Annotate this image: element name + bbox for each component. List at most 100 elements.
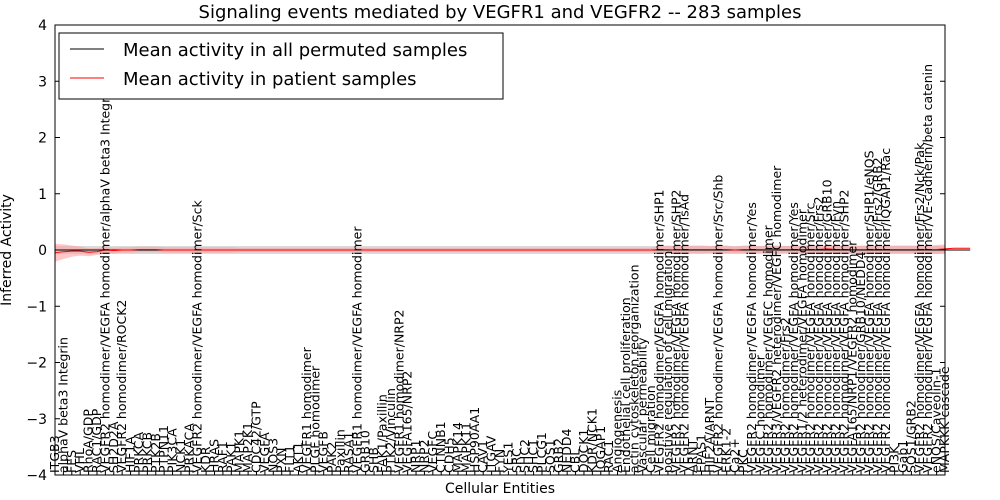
x-tick-label: DOCK1	[576, 429, 591, 473]
x-tick-label: VEGFR2 homodimer/GRB10/NEDD4	[853, 251, 868, 473]
y-tick-label: −2	[26, 356, 47, 372]
x-tick-label: PLCG1	[534, 432, 549, 473]
x-tick-label: SHB	[366, 447, 381, 473]
x-tick-label: VEGFR2 homodimer/VEGFA homodimer/SHP1/eN…	[861, 150, 876, 473]
x-tick-label: HIF2A/ARNT	[702, 397, 717, 473]
x-tick-label: PIK3CA	[165, 428, 180, 473]
x-tick-label: VEGFR1 homodimer/NRP2	[391, 310, 406, 473]
x-tick-label: VEGFR2 homodimer/VEGFA homodimer/Fyn	[828, 201, 843, 473]
x-tick-label: SOS1/GRB2	[903, 400, 918, 473]
x-tick-label: positive regulation of cell migration	[660, 251, 675, 473]
x-tick-label: GRB10	[358, 430, 373, 473]
x-tick-label: VHL	[72, 448, 87, 473]
y-tick-label: −3	[26, 412, 47, 428]
x-tick-label: NCK1	[173, 439, 188, 473]
x-tick-label: VEGFR2 homodimer/VEGFA homodimer/IQGAP1/…	[878, 148, 893, 473]
x-tick-label: PTPN11	[156, 425, 171, 473]
x-tick-label: PXN	[274, 448, 289, 473]
x-tick-label: CBL	[568, 449, 583, 473]
series-line-patient	[54, 247, 971, 254]
x-tick-label: MAP2K1	[240, 422, 255, 473]
x-tick-label: RAC1/GDP	[89, 408, 104, 473]
y-tick-label: −4	[26, 468, 47, 484]
x-tick-label: VEGFR2 homodimer/VEGFA homodimer/Frs2/GR…	[870, 157, 885, 473]
x-tick-label: Ca2+	[727, 438, 742, 473]
x-tick-label: ARNT	[685, 438, 700, 473]
x-tick-label: PTK2/Vinculin	[383, 388, 398, 473]
x-tick-label: CDC42/GTP	[249, 401, 264, 473]
x-tick-label: PRKCB	[139, 432, 154, 473]
x-tick-label: VEGFR1 homodimer	[299, 346, 314, 473]
x-tick-label: VEGFR2 homodimer/VEGFA homodimer/Sck	[190, 200, 205, 473]
x-tick-label: VEGFR2 homodimer/VEGFA homodimer/GRB10	[819, 179, 834, 473]
x-tick-label: VEGFR1/2 heterodimer/VEGFA homodimer	[794, 208, 809, 473]
x-tick-label: VEGFA165/NRP2	[400, 371, 415, 473]
x-tick-label: VEGFA165/NRP1/VEGFR2 homodimer	[845, 240, 860, 473]
y-tick-label: 0	[38, 243, 47, 259]
x-tick-label: SRC	[509, 448, 524, 473]
x-axis-label: Cellular Entities	[445, 481, 555, 497]
x-tick-label: PRKACA	[181, 423, 196, 473]
y-tick-label: 3	[38, 74, 47, 90]
y-tick-label: 1	[38, 187, 47, 203]
x-tick-label: NEDD4	[559, 429, 574, 473]
x-tick-label: Gab1	[895, 440, 910, 473]
x-tick-label: NRP2	[416, 439, 431, 473]
x-tick-label: VEGFR2 homodimer/VEGFC homodimer	[761, 224, 776, 473]
x-tick-label: NRP1	[408, 439, 423, 473]
x-tick-label: VEGFR2 homodimer/VEGFA homodimer/Yes	[786, 202, 801, 473]
x-tick-label: VEGFR2 homodimer/VEGFA homodimer/Src	[803, 203, 818, 473]
x-tick-label: ERK1-2	[719, 428, 734, 473]
plot-area	[54, 243, 971, 262]
x-tick-label: RhoA/GDP	[81, 409, 96, 473]
y-axis: 4 3 2 1 0 −1 −2 −3 −4	[26, 18, 945, 484]
x-tick-label: VEGFR2 homodimer/ROCK2	[114, 300, 129, 473]
x-tick-label: VEGFR2 homodimer/VEGFA homodimer/alphaV …	[97, 86, 112, 473]
x-tick-label: SHC2	[517, 439, 532, 473]
legend-label-patient: Mean activity in patient samples	[123, 69, 417, 90]
x-tick-label: VEGFC homodimer	[752, 354, 767, 473]
x-tick-label: PI3K	[887, 445, 902, 473]
x-tick-label: Cell migration	[643, 385, 658, 473]
x-tick-label: VEGFR2 homodimer/VEGFA homodimer/Frs2/Nc…	[912, 142, 927, 473]
x-tick-label: Endothelial cell proliferation	[618, 297, 633, 473]
x-tick-label: HSP90AA1	[467, 407, 482, 473]
x-tick-label: VEGFR2 homodimer/VEGFA homodimer/SHP2	[836, 189, 851, 473]
x-tick-label: PTK2B	[148, 433, 163, 473]
x-tick-label: VEGFR2 homodimer/VEGFA homodimer/Yes	[744, 202, 759, 473]
x-tick-label: SHC1	[526, 439, 541, 473]
legend-box	[58, 32, 504, 100]
x-tick-label: VEGFR1 homodimer/VEGFA homodimer	[349, 226, 364, 473]
chart-title: Signaling events mediated by VEGFR1 and …	[199, 2, 802, 23]
x-tick-label: VEGFR3/VEGFR2 heterodimer/VEGFC homodime…	[769, 165, 784, 473]
x-tick-label: VEGFR2 homodimer/VEGFA homodimer/SHP2	[668, 189, 683, 473]
y-tick-label: 2	[38, 131, 47, 147]
x-tick-label: PLGF homodimer	[307, 365, 322, 473]
x-tick-label: ITGB3	[47, 435, 62, 473]
x-tick-label: SH2D2A	[106, 421, 121, 473]
x-tick-label: eNOS/Caveolin-1	[929, 368, 944, 473]
x-tick-label: CTNNB1	[433, 421, 448, 473]
x-tick-label: FAK1/Paxillin	[374, 394, 389, 473]
x-tick-label: Angiogenesis	[610, 390, 625, 473]
x-tick-label: RAF1	[215, 441, 230, 473]
x-tick-label: VEGFR2 homodimer/VEGFA homodimer/Frs2	[811, 196, 826, 473]
x-tick-label: ITGAV	[484, 435, 499, 473]
x-tick-label: VEGFC	[425, 431, 440, 473]
x-tick-label: FLT1	[282, 445, 297, 473]
x-tick-label: IQGAP1	[593, 426, 608, 473]
x-tick-label: HIF1A	[123, 436, 138, 473]
x-tick-label: MAPK11	[458, 422, 473, 473]
x-tick-label: VEGFA	[257, 432, 272, 473]
x-tick-label: CAV1	[475, 440, 490, 473]
x-tick-label: Paxillin	[332, 429, 347, 473]
x-tick-label: alphaV beta3 Integrin	[55, 337, 70, 473]
patient-band	[55, 243, 945, 262]
x-tick-label: SOS1	[542, 439, 557, 473]
x-tick-label: AKT1	[290, 442, 305, 473]
x-tick-label: MAPK1	[232, 430, 247, 473]
y-tick-label: −1	[26, 299, 47, 315]
x-tick-label: MAPKKK cascade	[937, 366, 952, 473]
